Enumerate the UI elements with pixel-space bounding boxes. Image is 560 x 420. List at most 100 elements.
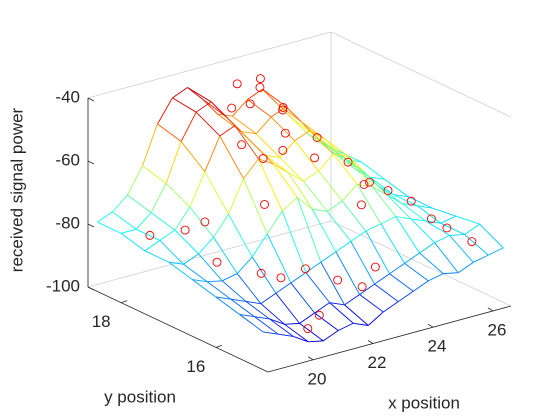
x-tick	[307, 356, 314, 361]
mesh-line	[215, 296, 231, 300]
mesh-line	[395, 216, 411, 220]
mesh-line	[309, 130, 334, 155]
y-tick	[121, 300, 128, 304]
y-tick-label: 18	[92, 312, 111, 331]
mesh-line	[112, 211, 137, 230]
mesh-line	[305, 261, 322, 273]
mesh-line	[230, 298, 246, 302]
mesh-line	[243, 158, 259, 179]
mesh-line	[281, 210, 307, 273]
mesh-line	[172, 87, 188, 99]
mesh-line	[303, 180, 328, 212]
mesh-line	[121, 228, 137, 234]
mesh-line	[341, 200, 367, 232]
mesh-line	[479, 223, 504, 249]
mesh-line	[269, 318, 285, 325]
mesh-line	[222, 273, 238, 282]
x-tick-label: 26	[488, 320, 507, 339]
mesh-line	[308, 340, 324, 343]
mesh-line	[279, 140, 296, 158]
mesh-line	[312, 208, 328, 212]
scatter-point	[255, 74, 265, 84]
mesh-line	[221, 280, 247, 302]
x-tick-label: 20	[308, 369, 327, 388]
scatter-point	[426, 214, 436, 224]
mesh-line	[165, 141, 182, 184]
mesh-line	[127, 165, 143, 196]
mesh-line	[374, 273, 390, 285]
mesh-line	[230, 298, 255, 318]
scatter-point	[357, 200, 366, 210]
mesh-line	[341, 183, 358, 202]
mesh-line	[425, 220, 450, 236]
mesh-line	[275, 282, 292, 294]
mesh-line	[159, 240, 184, 265]
y-tick	[215, 345, 223, 348]
mesh-line	[395, 216, 420, 254]
mesh-line	[120, 232, 146, 252]
scatter-point	[357, 282, 367, 292]
scatter-point	[359, 180, 369, 189]
x-tick-label: 22	[368, 353, 387, 372]
mesh-line	[275, 293, 300, 324]
mesh-line	[416, 205, 442, 224]
mesh-line	[254, 316, 279, 335]
mesh-line	[198, 236, 214, 255]
mesh-line	[449, 235, 474, 263]
mesh-line	[270, 116, 296, 142]
mesh-line	[367, 311, 384, 326]
mesh-line	[254, 316, 270, 320]
mesh-line	[320, 261, 345, 306]
z-tick	[87, 286, 95, 291]
mesh-line	[247, 88, 263, 100]
mesh-line	[417, 205, 433, 209]
mesh-line	[191, 279, 217, 298]
mesh-line	[314, 302, 330, 314]
mesh-line	[292, 118, 308, 134]
mesh-line	[135, 212, 152, 230]
mesh-line	[228, 178, 244, 215]
mesh-line	[299, 312, 315, 324]
mesh-line	[440, 215, 457, 224]
mesh-line	[127, 194, 152, 213]
mesh-line	[293, 335, 309, 343]
mesh-line	[338, 322, 354, 331]
mesh-line	[353, 322, 369, 326]
z-axis-label: received signal power	[7, 107, 26, 272]
mesh-line	[344, 294, 360, 306]
mesh-line	[326, 211, 352, 242]
mesh-line	[180, 141, 206, 172]
mesh-line	[251, 233, 268, 258]
mesh-line	[329, 302, 354, 324]
mesh-line	[428, 273, 444, 282]
mesh-line	[443, 272, 459, 275]
mesh-line	[236, 273, 262, 304]
mesh-line	[315, 135, 341, 155]
mesh-line	[333, 153, 349, 157]
box-edge	[87, 31, 332, 99]
mesh-line	[266, 233, 292, 284]
mesh-line	[383, 301, 399, 313]
mesh-line	[296, 197, 322, 263]
z-tick-label: -60	[55, 150, 80, 169]
scatter-point	[278, 105, 288, 115]
mesh-line	[335, 241, 352, 253]
scatter-point	[256, 268, 266, 278]
mesh-line	[97, 211, 113, 223]
scatter-point	[258, 154, 268, 163]
mesh-line	[320, 251, 337, 263]
mesh-line	[273, 163, 298, 198]
mesh-line	[258, 158, 283, 212]
mesh-line	[260, 303, 285, 325]
mesh-line	[458, 261, 474, 274]
mesh-line	[260, 292, 277, 305]
mesh-line	[288, 172, 304, 182]
y-tick-label: 16	[186, 357, 205, 376]
mesh-line	[434, 234, 450, 244]
mesh-line	[264, 154, 280, 158]
mesh-line	[488, 247, 504, 256]
mesh-line	[359, 283, 375, 295]
mesh-line	[243, 178, 268, 235]
mesh-line	[449, 234, 465, 236]
mesh-line	[232, 99, 248, 117]
